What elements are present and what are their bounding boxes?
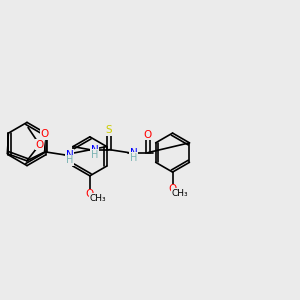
Text: N: N: [91, 145, 99, 154]
Text: O: O: [41, 129, 49, 140]
Text: O: O: [35, 140, 44, 150]
Text: O: O: [144, 130, 152, 140]
Text: N: N: [66, 150, 74, 160]
Text: CH₃: CH₃: [89, 194, 106, 203]
Text: O: O: [168, 184, 177, 194]
Text: N: N: [130, 148, 138, 158]
Text: H: H: [66, 155, 74, 165]
Text: S: S: [106, 125, 112, 135]
Text: O: O: [86, 189, 94, 200]
Text: H: H: [130, 153, 138, 163]
Text: H: H: [91, 150, 99, 160]
Text: CH₃: CH₃: [172, 189, 188, 198]
